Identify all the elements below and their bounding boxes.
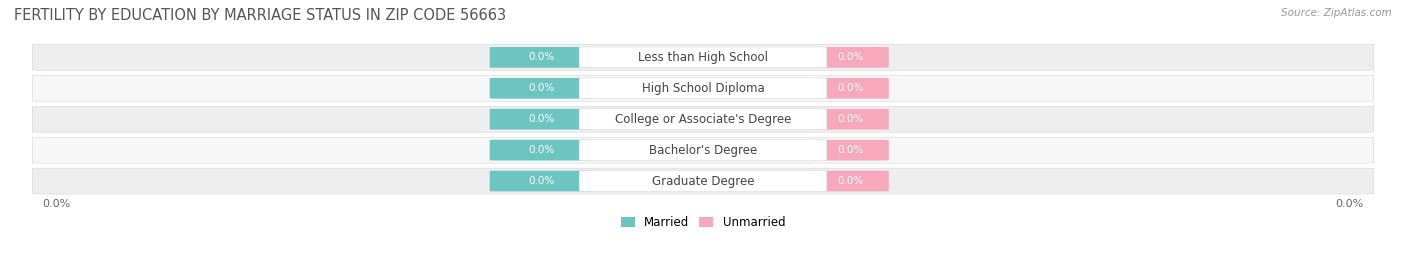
FancyBboxPatch shape — [32, 106, 1374, 132]
FancyBboxPatch shape — [32, 168, 1374, 194]
FancyBboxPatch shape — [32, 75, 1374, 101]
FancyBboxPatch shape — [813, 109, 889, 130]
Legend: Married, Unmarried: Married, Unmarried — [616, 211, 790, 234]
FancyBboxPatch shape — [489, 47, 593, 68]
Text: Bachelor's Degree: Bachelor's Degree — [650, 144, 756, 157]
Text: 0.0%: 0.0% — [838, 83, 865, 93]
Text: 0.0%: 0.0% — [1336, 199, 1364, 209]
Text: 0.0%: 0.0% — [529, 83, 554, 93]
FancyBboxPatch shape — [579, 78, 827, 99]
FancyBboxPatch shape — [489, 109, 593, 130]
FancyBboxPatch shape — [489, 78, 593, 99]
Text: 0.0%: 0.0% — [838, 52, 865, 62]
Text: Less than High School: Less than High School — [638, 51, 768, 64]
FancyBboxPatch shape — [489, 171, 593, 192]
FancyBboxPatch shape — [489, 140, 593, 161]
Text: 0.0%: 0.0% — [838, 176, 865, 186]
Text: 0.0%: 0.0% — [529, 52, 554, 62]
FancyBboxPatch shape — [579, 140, 827, 161]
Text: High School Diploma: High School Diploma — [641, 82, 765, 95]
Text: Source: ZipAtlas.com: Source: ZipAtlas.com — [1281, 8, 1392, 18]
Text: 0.0%: 0.0% — [838, 114, 865, 124]
FancyBboxPatch shape — [32, 137, 1374, 163]
FancyBboxPatch shape — [579, 171, 827, 192]
Text: 0.0%: 0.0% — [529, 145, 554, 155]
FancyBboxPatch shape — [813, 171, 889, 192]
Text: College or Associate's Degree: College or Associate's Degree — [614, 113, 792, 126]
Text: 0.0%: 0.0% — [42, 199, 70, 209]
FancyBboxPatch shape — [813, 47, 889, 68]
Text: 0.0%: 0.0% — [838, 145, 865, 155]
FancyBboxPatch shape — [579, 109, 827, 130]
FancyBboxPatch shape — [32, 44, 1374, 70]
Text: 0.0%: 0.0% — [529, 176, 554, 186]
FancyBboxPatch shape — [579, 47, 827, 68]
FancyBboxPatch shape — [813, 78, 889, 99]
Text: FERTILITY BY EDUCATION BY MARRIAGE STATUS IN ZIP CODE 56663: FERTILITY BY EDUCATION BY MARRIAGE STATU… — [14, 8, 506, 23]
Text: Graduate Degree: Graduate Degree — [652, 175, 754, 187]
Text: 0.0%: 0.0% — [529, 114, 554, 124]
FancyBboxPatch shape — [813, 140, 889, 161]
